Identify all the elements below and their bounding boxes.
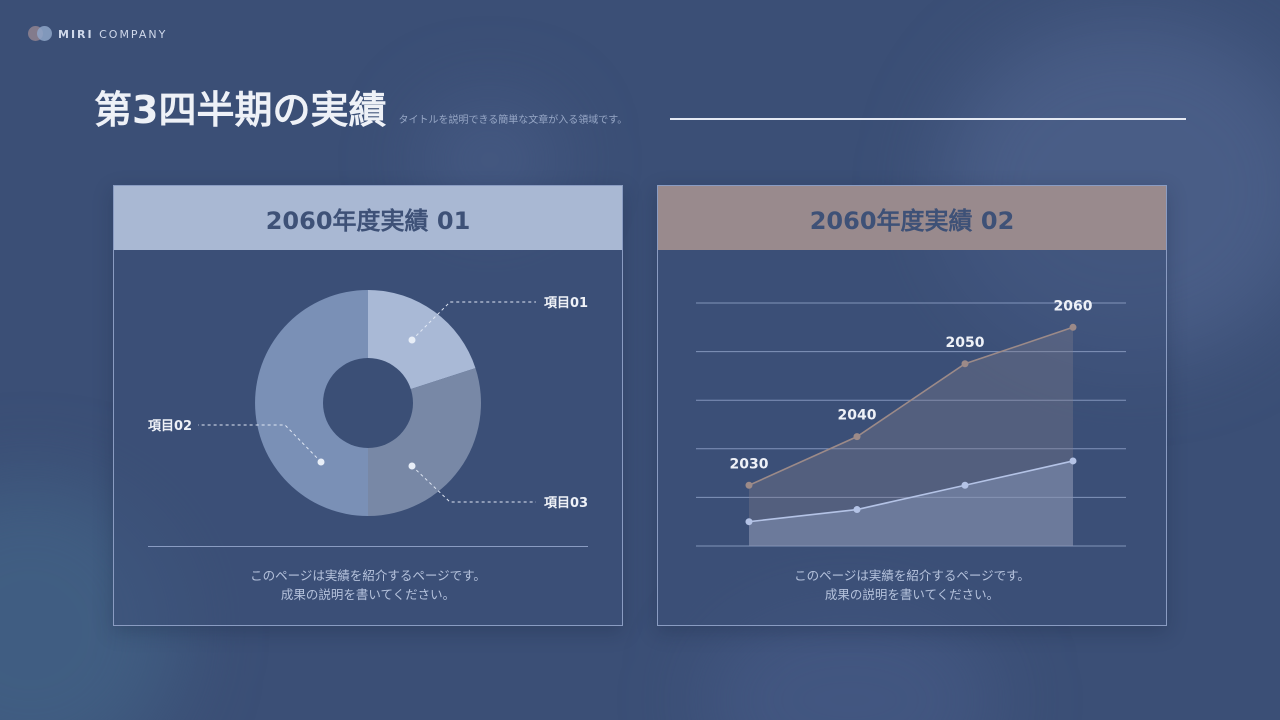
label-item02: 項目02 [148,419,192,434]
card-area-chart: 2060年度実績 02 2030 2040 2050 2060 このページは実績を紹介… [657,185,1167,626]
company-logo: MIRI COMPANY [28,26,167,42]
card-divider [148,546,588,547]
page-title: 第3四半期の実績 [94,88,387,132]
card-title: 2060年度実績 01 [114,186,622,250]
donut-chart: 項目01 項目02 項目03 [148,290,588,516]
logo-circles-icon [28,26,52,42]
title-rule [670,118,1186,120]
point-label: 2050 [946,335,985,351]
card-caption: このページは実績を紹介するページです。 成果の説明を書いてください。 [250,568,486,602]
point-label: 2060 [1054,298,1093,314]
label-item03: 項目03 [544,496,588,511]
title-row: 第3四半期の実績 タイトルを説明できる簡単な文章が入る領域です。 [94,86,627,134]
card-title: 2060年度実績 02 [658,186,1166,250]
card-donut-chart: 2060年度実績 01 項目01 項目02 項目03 このページは実績を紹介する… [113,185,623,626]
point-label: 2030 [730,456,769,472]
donut-slice [255,290,368,516]
company-name: MIRI COMPANY [58,27,168,41]
label-item01: 項目01 [544,296,588,311]
page-subtitle: タイトルを説明できる簡単な文章が入る領域です。 [398,115,628,126]
area-chart: 2030 2040 2050 2060 [696,298,1126,547]
card-caption: このページは実績を紹介するページです。 成果の説明を書いてください。 [794,568,1030,602]
point-label: 2040 [838,408,877,424]
